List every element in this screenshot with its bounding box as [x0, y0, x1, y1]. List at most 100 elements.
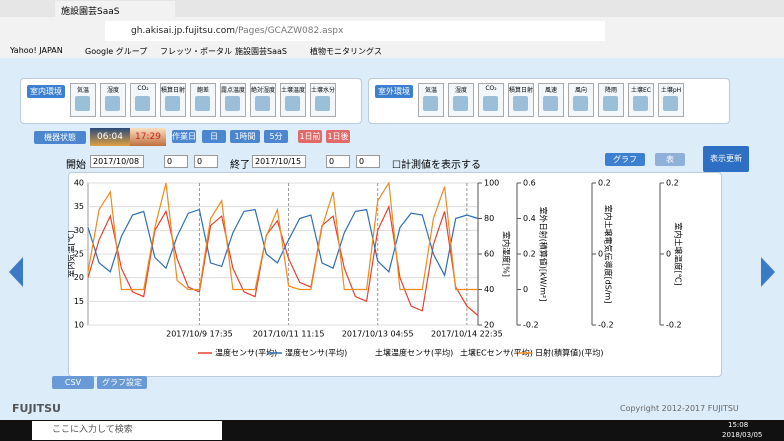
sensor-label: 飽差 — [196, 87, 209, 94]
sensor-icon — [285, 96, 300, 111]
sensor-label: 湿度 — [106, 87, 119, 94]
graph-button[interactable]: グラフ — [605, 153, 645, 166]
sensor-button[interactable]: 積算日射 — [160, 83, 186, 117]
sensor-button[interactable]: 気温 — [70, 83, 96, 117]
sensor-icon — [105, 96, 120, 111]
start-date[interactable]: 2017/10/08 — [90, 155, 144, 168]
sensor-button[interactable]: CO₂ — [130, 83, 156, 117]
search-box[interactable]: ここに入力して検索 — [32, 421, 222, 440]
sensor-label: CO₂ — [137, 85, 149, 92]
sensor-icon — [75, 96, 90, 111]
sensor-icon — [255, 96, 270, 111]
legend-label: 土壌ECセンサ(平均) — [460, 348, 533, 358]
tab-bar — [0, 0, 784, 17]
y-tick-label: 0.2 — [666, 179, 679, 188]
y-tick-label: 40 — [484, 285, 494, 294]
prev-arrow[interactable] — [5, 255, 27, 289]
sensor-label: 土壌水分 — [311, 87, 336, 94]
y-tick-label: 100 — [484, 179, 499, 188]
series-line — [87, 204, 479, 316]
sensor-button[interactable]: 風向 — [568, 83, 594, 117]
sensor-button[interactable]: 風速 — [538, 83, 564, 117]
sensor-button[interactable]: 土壌EC — [628, 83, 654, 117]
sensor-button[interactable]: CO₂ — [478, 83, 504, 117]
sensor-button[interactable]: 湿度 — [100, 83, 126, 117]
sensor-icon — [195, 96, 210, 111]
sensor-icon — [573, 96, 588, 111]
sensor-button[interactable]: 降雨 — [598, 83, 624, 117]
y-tick-label: 0.2 — [523, 250, 536, 259]
start-label: 開始 — [66, 160, 86, 171]
y-tick-label: 0 — [598, 250, 603, 259]
table-button[interactable]: 表 — [655, 153, 685, 166]
sensor-icon — [483, 96, 498, 111]
bookmark[interactable]: Google グループ — [85, 47, 148, 56]
period-button[interactable]: 作業日 — [172, 130, 196, 143]
y-axis-title: 室内土壌電気伝導度[dS/m] — [604, 205, 614, 304]
sensor-button[interactable]: 土壌温度 — [280, 83, 306, 117]
bookmark[interactable]: 植物モニタリングス — [310, 47, 382, 56]
period-button[interactable]: 日 — [202, 130, 226, 143]
y-tick-label: 20 — [74, 273, 84, 282]
indoor-label[interactable]: 室内環境 — [27, 85, 65, 98]
sensor-icon — [543, 96, 558, 111]
sensor-label: 湿度 — [454, 87, 467, 94]
sensor-icon — [663, 96, 678, 111]
y-tick-label: 35 — [74, 202, 84, 211]
bookmark[interactable]: 施設園芸SaaS — [235, 47, 287, 56]
chart: 10152025303540室内気温[℃]20406080100室内湿度[%]-… — [68, 179, 684, 358]
sensor-button[interactable]: 露点温度 — [220, 83, 246, 117]
copyright: Copyright 2012-2017 FUJITSU — [620, 404, 739, 413]
sensor-button[interactable]: 絶対湿度 — [250, 83, 276, 117]
sensor-button[interactable]: 土壌pH — [658, 83, 684, 117]
url-host: gh.akisai.jp.fujitsu.com — [131, 26, 236, 36]
period-button[interactable]: 1日前 — [298, 130, 322, 143]
end-hour[interactable]: 0 — [326, 155, 350, 168]
y-tick-label: 10 — [74, 321, 84, 330]
sensor-label: 気温 — [76, 87, 89, 94]
sensor-button[interactable]: 積算日射 — [508, 83, 534, 117]
sensor-button[interactable]: 湿度 — [448, 83, 474, 117]
sensor-button[interactable]: 飽差 — [190, 83, 216, 117]
sunset: 17:29 — [130, 128, 166, 146]
sensor-label: 風向 — [574, 87, 587, 94]
show-values[interactable]: ☐計測値を表示する — [392, 160, 481, 171]
url-box[interactable]: gh.akisai.jp.fujitsu.com/Pages/GCAZW082.… — [105, 21, 605, 41]
y-axis-title: 室内土壌温度[℃] — [674, 222, 684, 285]
y-tick-label: -0.2 — [523, 321, 539, 330]
bookmark[interactable]: Yahoo! JAPAN — [10, 46, 63, 55]
end-date[interactable]: 2017/10/15 — [252, 155, 306, 168]
period-button[interactable]: 1時間 — [230, 130, 260, 143]
graph-settings-button[interactable]: グラフ設定 — [97, 376, 147, 389]
csv-button[interactable]: CSV — [52, 376, 94, 389]
logo: FUJITSU — [12, 402, 61, 415]
end-min[interactable]: 0 — [356, 155, 380, 168]
outdoor-label[interactable]: 室外環境 — [375, 85, 413, 98]
sensor-button[interactable]: 気温 — [418, 83, 444, 117]
sensor-icon — [633, 96, 648, 111]
sensor-label: 気温 — [424, 87, 437, 94]
legend-label: 日射(積算値)(平均) — [535, 348, 603, 358]
start-min[interactable]: 0 — [194, 155, 218, 168]
clock-time: 15:08 — [728, 421, 749, 429]
equipment-label[interactable]: 機器状態 — [34, 131, 86, 144]
x-tick-label: 2017/10/9 17:35 — [166, 330, 233, 339]
y-tick-label: 0 — [523, 285, 528, 294]
sensor-label: 絶対湿度 — [251, 87, 276, 94]
sensor-label: 土壌EC — [631, 87, 651, 94]
period-button[interactable]: 5分 — [264, 130, 288, 143]
x-tick-label: 2017/10/11 11:15 — [253, 330, 325, 339]
y-tick-label: -0.2 — [598, 321, 614, 330]
sensor-button[interactable]: 土壌水分 — [310, 83, 336, 117]
period-button[interactable]: 1日後 — [326, 130, 350, 143]
sensor-label: CO₂ — [485, 85, 497, 92]
start-hour[interactable]: 0 — [164, 155, 188, 168]
next-arrow[interactable] — [757, 255, 779, 289]
series-line — [87, 208, 479, 278]
sensor-label: 土壌温度 — [281, 87, 306, 94]
end-label: 終了 — [230, 160, 250, 171]
refresh-button[interactable]: 表示更新 — [703, 146, 749, 172]
tab[interactable]: 施設園芸SaaS — [55, 1, 175, 17]
sensor-icon — [315, 96, 330, 111]
bookmark[interactable]: フレッツ・ポータル — [160, 47, 232, 56]
